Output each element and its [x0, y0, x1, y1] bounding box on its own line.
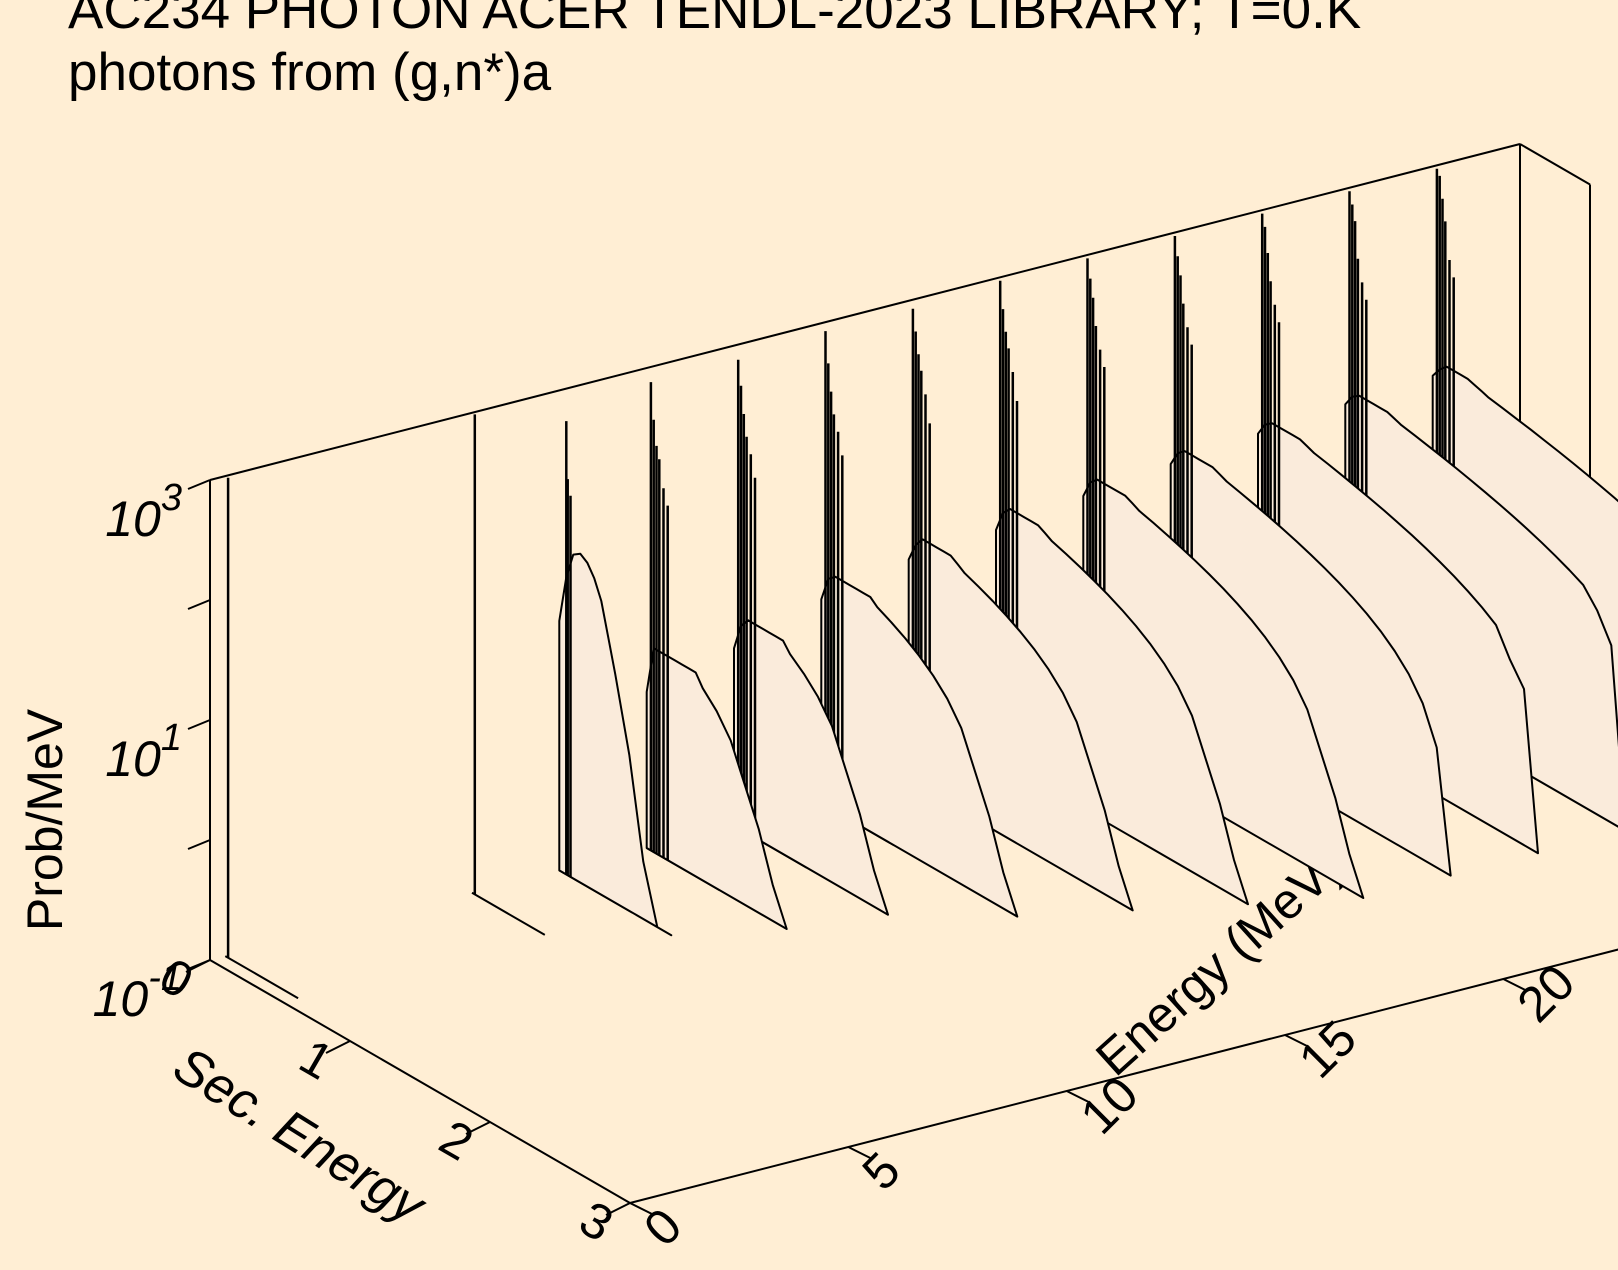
series-baseline	[471, 891, 546, 936]
series-baseline	[224, 955, 299, 1000]
prob-tick	[187, 599, 211, 610]
sec-energy-tick-label: 3	[570, 1190, 622, 1252]
series-10	[645, 382, 788, 930]
energy-tick	[629, 1202, 655, 1216]
sec-energy-tick	[605, 1202, 631, 1216]
sec-energy-tick-label: 2	[430, 1109, 482, 1171]
energy-tick	[1284, 1034, 1310, 1048]
prob-tick-label: 10-1	[93, 957, 182, 1027]
series-8	[558, 421, 673, 937]
chart-subtitle: photons from (g,n*)a	[68, 43, 552, 102]
series-6	[471, 414, 546, 936]
prob-tick	[187, 839, 211, 850]
prob-tick	[187, 719, 211, 730]
prob-tick	[187, 479, 211, 490]
chart-title: AC234 PHOTON ACER TENDL-2023 LIBRARY; T=…	[68, 0, 1362, 40]
energy-tick-label: 20	[1507, 954, 1586, 1033]
energy-tick-label: 15	[1288, 1010, 1367, 1089]
energy-tick	[1066, 1090, 1092, 1104]
sec-energy-tick	[185, 959, 211, 973]
sec-energy-tick-label: 1	[290, 1028, 342, 1090]
series-curve	[907, 538, 1134, 912]
energy-tick-label: 0	[633, 1198, 692, 1257]
sec-energy-tick	[465, 1121, 491, 1135]
sec-energy-axis-line	[209, 959, 631, 1204]
energy-tick	[847, 1146, 873, 1160]
prob-tick-label: 101	[105, 717, 182, 787]
series-curve	[1169, 450, 1452, 877]
energy-tick	[1502, 978, 1528, 992]
energy-tick-label: 5	[852, 1142, 911, 1201]
prob-tick-label: 103	[105, 477, 182, 547]
back-wall-top-corner	[1519, 143, 1591, 186]
prob-axis-label: Prob/MeV	[17, 708, 73, 931]
sec-energy-tick	[325, 1040, 351, 1054]
series-0.35	[224, 477, 299, 1000]
series-curve	[1257, 422, 1539, 855]
back-wall-top-edge	[209, 143, 1521, 481]
series-12	[733, 359, 889, 916]
energy-tick-label: 10	[1070, 1066, 1149, 1145]
series-curve	[1082, 478, 1365, 899]
